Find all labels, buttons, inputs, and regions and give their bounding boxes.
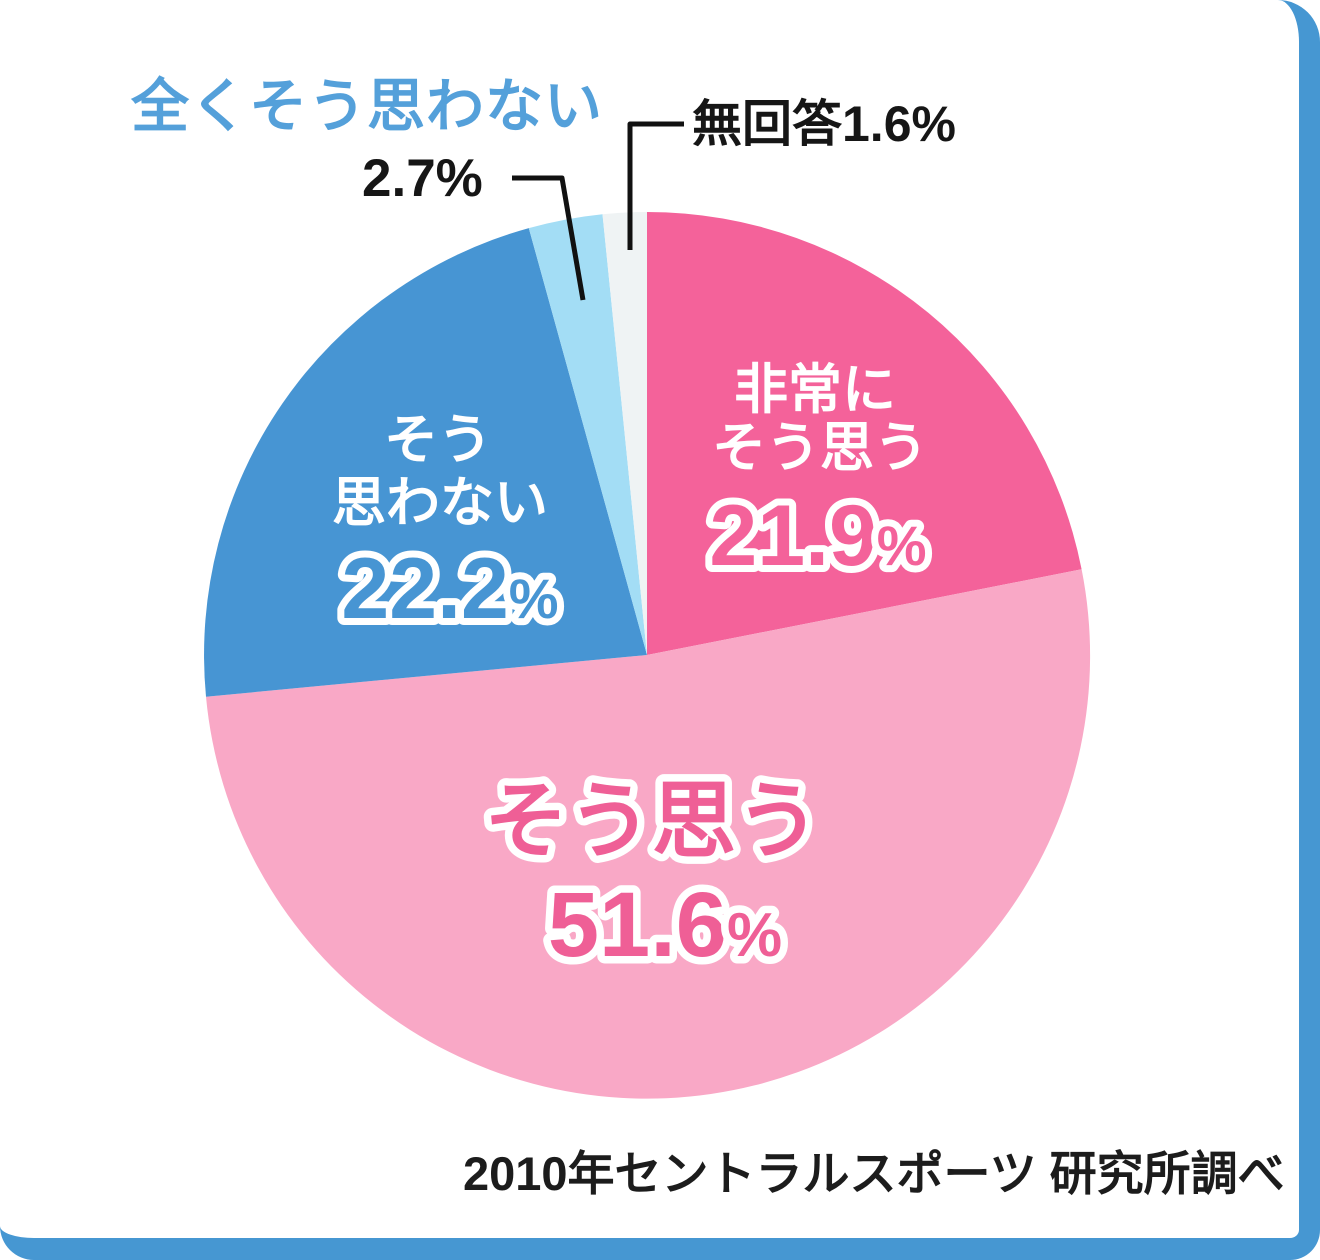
slice2-value-percent: % [727,901,782,970]
pie-slice-4 [528,214,647,655]
pie-slice-5 [602,211,647,655]
slice3-value-percent: % [509,567,559,630]
slice1-value-number: 21.9 [709,488,876,584]
slice2-value: 51.6% [548,874,782,976]
label-strongly-disagree: 全くそう思わない [131,74,604,139]
leader-line-strongly-disagree [512,175,586,301]
slice1-value-percent: % [877,514,927,577]
value-strongly-disagree: 2.7% [362,149,483,208]
slice1-label-line2: そう思う [712,418,928,478]
slice3-label-line2: 思わない [332,473,548,533]
slice1-label-line1: 非常に [734,360,896,420]
label-no-answer: 無回答1.6% [692,96,956,152]
pie-slice-2 [206,569,1091,1099]
slice3-label-line1: そう [384,410,492,470]
slice1-value: 21.9% [709,488,926,584]
pie-slices-group [204,211,1091,1099]
pie-slice-1 [647,212,1082,655]
slice2-label: そう思う [484,774,820,868]
source-caption: 2010年セントラルスポーツ 研究所調べ [463,1147,1285,1200]
slice2-value-number: 51.6 [548,874,727,976]
slice3-value: 22.2% [341,541,558,637]
pie-slice-3 [204,228,647,697]
leader-line-no-answer [627,121,684,250]
slice3-value-number: 22.2 [341,541,508,637]
